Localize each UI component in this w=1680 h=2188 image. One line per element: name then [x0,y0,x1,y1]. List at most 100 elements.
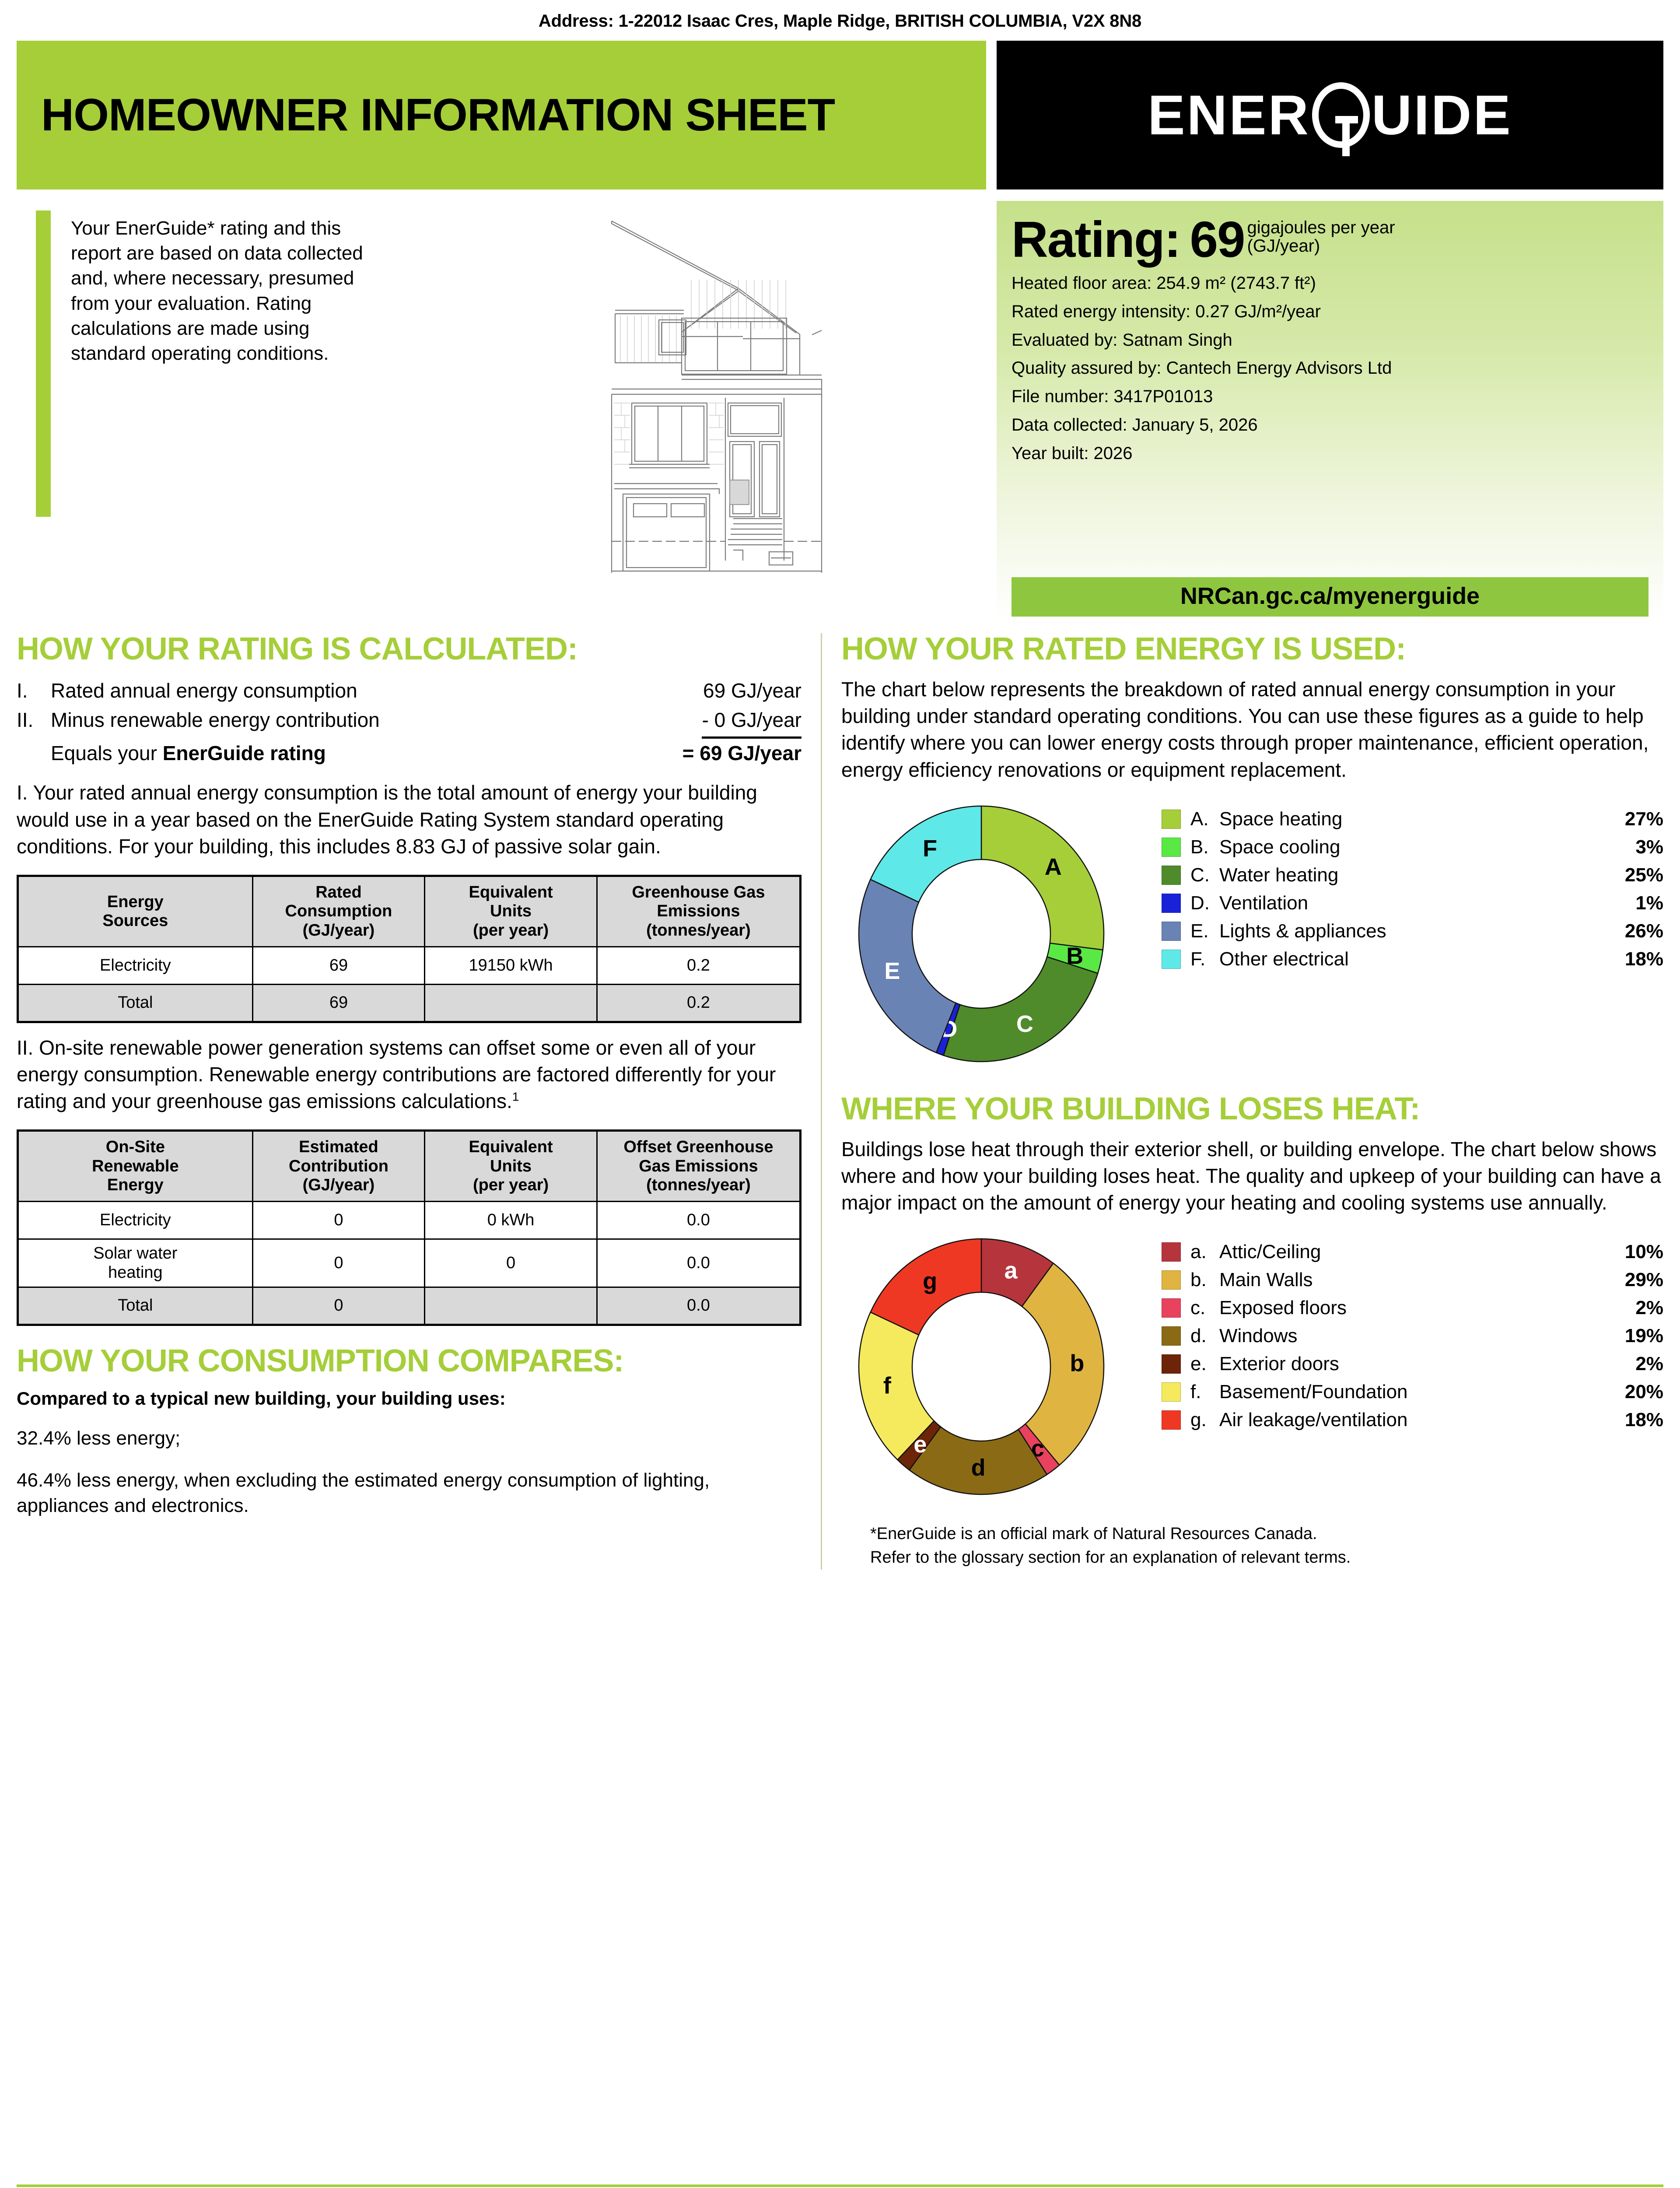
legend-letter: A. [1190,808,1209,830]
heat-loss-paragraph: Buildings lose heat through their exteri… [841,1137,1661,1214]
table-cell: Electricity [17,1201,253,1240]
table-header-cell: Equivalent Units (per year) [424,1130,598,1203]
footer-rule [17,2184,1663,2187]
legend-letter: C. [1190,864,1210,886]
calc-row: II. Minus renewable energy contribution … [17,705,802,739]
legend-swatch-E [1162,921,1181,941]
legend-letter: F. [1190,948,1206,970]
house-illustration [594,205,839,590]
legend-percent: 10% [1624,1241,1663,1263]
donut-segment-A [980,805,1105,950]
year-built: Year built: 2026 [1012,443,1133,463]
energy-used-legend: A. Space heating 27% B. Space cooling 3% C. Wat… [1148,798,1663,978]
compare-line-2: 46.4% less energy, when excluding the es… [17,1469,710,1517]
title-band: HOMEOWNER INFORMATION SHEET [17,41,986,189]
legend-swatch-g [1162,1410,1181,1430]
legend-letter: B. [1190,836,1209,858]
legend-label: Water heating [1219,864,1339,886]
quality-assured-by: Quality assured by: Cantech Energy Advis… [1012,358,1392,378]
rating-units: gigajoules per year (GJ/year) [1245,214,1395,255]
table-header-cell: On-Site Renewable Energy [17,1130,253,1203]
legend-swatch-C [1162,865,1181,885]
calc-row-value: - 0 GJ/year [702,705,802,739]
legend-row: g. Air leakage/ventilation 18% [1162,1410,1663,1430]
legend-swatch-A [1162,809,1181,829]
legend-row: e. Exterior doors 2% [1162,1354,1663,1374]
legend-swatch-d [1162,1326,1181,1346]
footnote-block: *EnerGuide is an official mark of Natura… [841,1522,1663,1570]
calc-row-label: Minus renewable energy contribution [51,708,380,732]
legend-letter: e. [1190,1353,1207,1375]
table-header-cell: Estimated Contribution (GJ/year) [252,1130,426,1203]
table-cell: Solar water heating [17,1238,253,1288]
legend-percent: 2% [1635,1353,1663,1375]
legend-letter: c. [1190,1297,1206,1319]
compare-lead-text: Compared to a typical new building, your… [17,1388,506,1409]
right-column: HOW YOUR RATED ENERGY IS USED: The chart… [822,633,1663,1570]
table-total-row: Total 0 0.0 [17,1287,802,1325]
table-header-cell: Offset Greenhouse Gas Emissions (tonnes/ye… [596,1130,802,1203]
legend-percent: 20% [1624,1381,1663,1403]
table-cell: 19150 kWh [424,946,598,985]
table-cell: 0 kWh [424,1201,598,1240]
table-cell: 0.0 [596,1287,802,1325]
legend-letter: a. [1190,1241,1207,1263]
logo-prefix-text: ENER [1148,84,1310,147]
table-header-cell: Energy Sources [17,875,253,947]
donut-segment-d [908,1426,1048,1495]
legend-row: F. Other electrical 18% [1162,948,1663,970]
donut-segment-label-a: a [1004,1258,1018,1284]
legend-label: Exposed floors [1219,1297,1347,1319]
legend-label: Attic/Ceiling [1219,1241,1321,1263]
legend-label: Main Walls [1219,1269,1313,1291]
legend-percent: 29% [1624,1269,1663,1291]
legend-label: Air leakage/ventilation [1219,1409,1408,1431]
logo-g-icon [1312,82,1370,156]
legend-row: E. Lights & appliances 26% [1162,921,1663,941]
table-cell [424,1287,598,1325]
table-cell: Total [17,1287,253,1325]
legend-row: d. Windows 19% [1162,1326,1663,1346]
table-header-row: On-Site Renewable Energy Estimated Contribu… [17,1130,802,1203]
table-cell: 0.0 [596,1238,802,1288]
energy-used-paragraph: The chart below represents the breakdown… [841,678,1649,781]
table-header-row: Energy Sources Rated Consumption (GJ/year) … [17,875,802,947]
donut-segment-f [858,1311,935,1461]
legend-label: Exterior doors [1219,1353,1339,1375]
table-total-row: Total 69 0.2 [17,983,802,1023]
consumption-compares-heading: HOW YOUR CONSUMPTION COMPARES: [17,1343,624,1378]
donut-segment-label-F: F [923,835,937,862]
rating-headline: Rating: 69 gigajoules per year (GJ/year) [1012,214,1648,265]
rating-units-line2: (GJ/year) [1247,236,1320,256]
green-accent-bar [36,210,51,517]
rating-calculated-heading: HOW YOUR RATING IS CALCULATED: [17,631,578,666]
rating-calculation-list: I. Rated annual energy consumption 69 GJ… [17,676,802,768]
legend-swatch-c [1162,1298,1181,1318]
table-cell: 0.2 [596,983,802,1023]
table-header-cell: Greenhouse Gas Emissions (tonnes/year) [596,875,802,947]
heated-floor-area: Heated floor area: 254.9 m² (2743.7 ft²) [1012,274,1316,293]
rating-paragraph-2: II. On-site renewable power generation s… [17,1036,776,1113]
main-columns: HOW YOUR RATING IS CALCULATED: I. Rated … [17,633,1663,1570]
header-row: HOMEOWNER INFORMATION SHEET ENER UIDE [17,41,1663,189]
legend-percent: 1% [1635,892,1663,914]
donut-segment-label-b: b [1070,1350,1084,1377]
legend-letter: d. [1190,1325,1207,1347]
evaluated-by: Evaluated by: Satnam Singh [1012,330,1232,350]
calc-row-number: II. [17,708,34,732]
rating-box: Rating: 69 gigajoules per year (GJ/year)… [997,201,1663,621]
legend-percent: 19% [1624,1325,1663,1347]
energuide-logo: ENER UIDE [997,41,1663,189]
legend-row: c. Exposed floors 2% [1162,1298,1663,1318]
nrcan-url-link[interactable]: NRCan.gc.ca/myenerguide [1012,577,1648,617]
table-cell [424,983,598,1023]
legend-swatch-F [1162,949,1181,969]
legend-row: b. Main Walls 29% [1162,1270,1663,1290]
donut-segment-label-C: C [1016,1011,1033,1037]
info-row: Your EnerGuide* rating and this report a… [17,201,1663,621]
table-cell: 0.0 [596,1201,802,1240]
table-row: Electricity 69 19150 kWh 0.2 [17,946,802,985]
